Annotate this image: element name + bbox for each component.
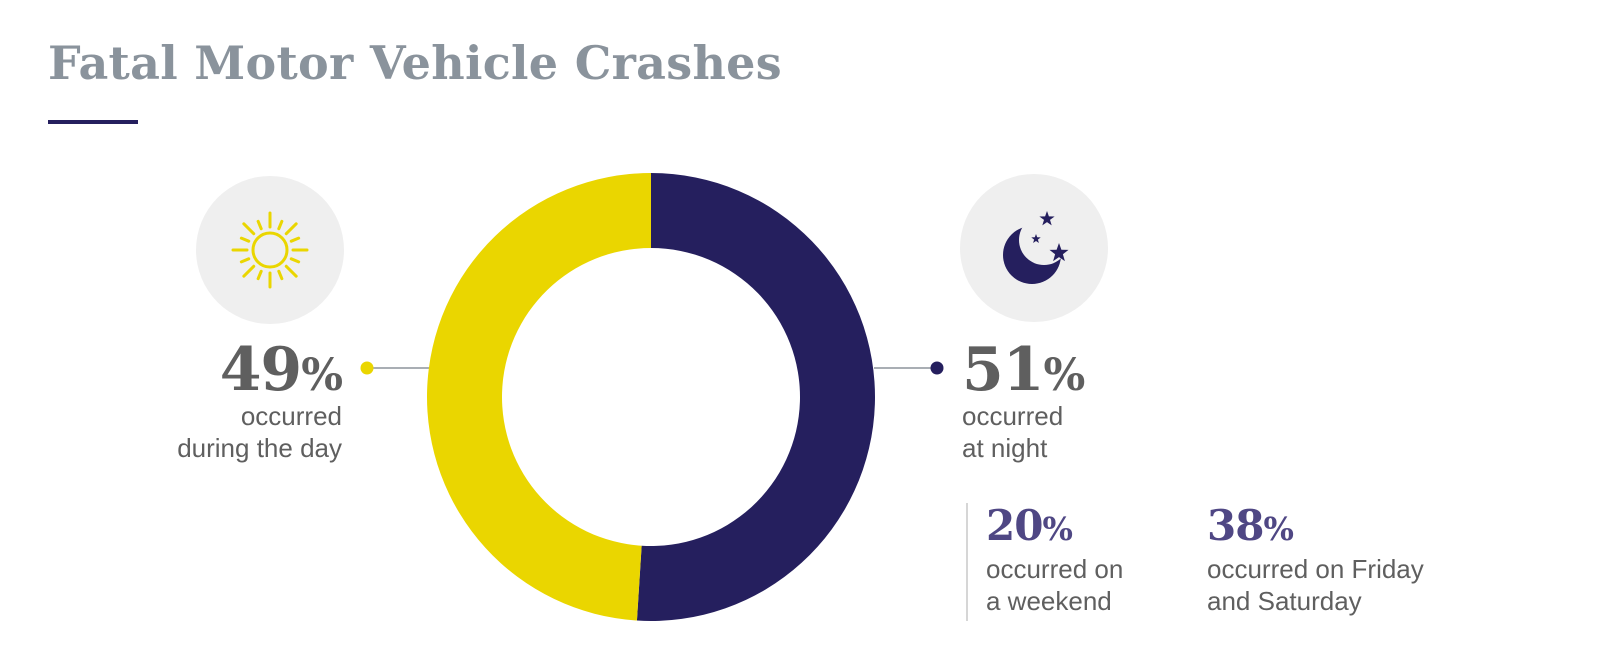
weekend-stat: 20% (986, 501, 1073, 551)
sub-stats-divider (966, 503, 968, 621)
page-title: Fatal Motor Vehicle Crashes (48, 36, 782, 90)
day-caption-line-2: during the day (177, 433, 342, 463)
weekend-caption-line-1: occurred on (986, 554, 1124, 584)
night-caption-line-1: occurred (962, 401, 1064, 431)
title-underline (48, 120, 138, 124)
night-slice (636, 173, 875, 621)
sun-icon (231, 211, 309, 289)
sun-ray (256, 269, 263, 281)
sun-ray (242, 222, 256, 236)
day-percent-value: 49 (219, 335, 302, 405)
night-percent-unit: % (1043, 350, 1086, 401)
friday-saturday-caption-line-1: occurred on Friday (1207, 554, 1424, 584)
weekend-stat-value: 20 (986, 501, 1043, 550)
sun-ray (277, 269, 284, 281)
sun-ray (239, 236, 251, 243)
day-connector-dot (360, 361, 374, 375)
night-connector-dot (930, 361, 944, 375)
sun-ray (242, 264, 256, 278)
friday-saturday-stat: 38% (1207, 501, 1294, 551)
friday-saturday-stat-unit: % (1263, 510, 1293, 548)
night-caption: occurred at night (962, 400, 1063, 464)
sun-ray (239, 257, 251, 264)
day-caption-line-1: occurred (240, 401, 342, 431)
weekend-caption: occurred on a weekend (986, 553, 1123, 617)
night-percent-value: 51 (962, 335, 1044, 405)
night-caption-line-2: at night (962, 433, 1048, 463)
moon-stars-icon (1003, 211, 1069, 284)
weekend-stat-unit: % (1042, 510, 1072, 548)
day-icon-circle (196, 176, 344, 324)
day-slice (426, 173, 651, 621)
sun-ray (256, 219, 263, 231)
friday-saturday-stat-value: 38 (1207, 501, 1264, 550)
day-caption: occurred during the day (177, 400, 342, 464)
sun-ray (284, 222, 298, 236)
sun-ray (289, 236, 301, 243)
night-percent: 51% (962, 340, 1086, 406)
weekend-caption-line-2: a weekend (986, 586, 1112, 616)
sun-ray (284, 264, 298, 278)
friday-saturday-caption: occurred on Friday and Saturday (1207, 553, 1424, 617)
sun-ray (289, 257, 301, 264)
sun-ray (277, 219, 284, 231)
night-icon-circle (960, 174, 1108, 322)
day-percent-unit: % (301, 350, 343, 401)
friday-saturday-caption-line-2: and Saturday (1207, 586, 1362, 616)
day-percent: 49% (220, 340, 343, 406)
